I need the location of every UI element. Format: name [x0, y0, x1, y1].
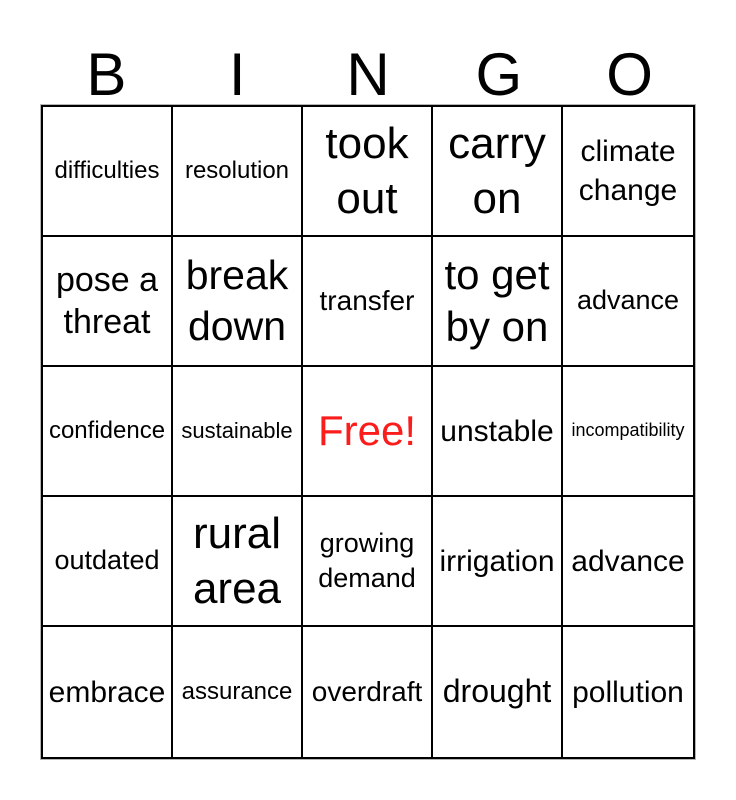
title-letter-b: B [86, 41, 127, 108]
cell-sustainable[interactable]: sustainable [173, 367, 303, 497]
cell-break-down[interactable]: break down [173, 237, 303, 367]
title-letter-i: I [228, 41, 246, 108]
title-letter-o: O [606, 41, 653, 108]
cell-advance-2[interactable]: advance [563, 497, 693, 627]
cell-drought[interactable]: drought [433, 627, 563, 757]
cell-climate-change[interactable]: climate change [563, 107, 693, 237]
cell-outdated[interactable]: outdated [43, 497, 173, 627]
cell-free[interactable]: Free! [303, 367, 433, 497]
cell-assurance[interactable]: assurance [173, 627, 303, 757]
cell-rural-area[interactable]: rural area [173, 497, 303, 627]
cell-difficulties[interactable]: difficulties [43, 107, 173, 237]
bingo-grid: difficulties resolution took out carry o… [41, 105, 695, 759]
cell-carry-on[interactable]: carry on [433, 107, 563, 237]
cell-confidence[interactable]: confidence [43, 367, 173, 497]
bingo-card: B I N G O difficulties resolution took o… [41, 0, 695, 759]
cell-embrace[interactable]: embrace [43, 627, 173, 757]
cell-pose-a-threat[interactable]: pose a threat [43, 237, 173, 367]
cell-to-get-by-on[interactable]: to get by on [433, 237, 563, 367]
cell-transfer[interactable]: transfer [303, 237, 433, 367]
cell-unstable[interactable]: unstable [433, 367, 563, 497]
bingo-title: B I N G O [41, 0, 695, 105]
cell-irrigation[interactable]: irrigation [433, 497, 563, 627]
title-letter-n: N [346, 41, 390, 108]
cell-incompatibility[interactable]: incompatibility [563, 367, 693, 497]
title-letter-g: G [475, 41, 523, 108]
cell-took-out[interactable]: took out [303, 107, 433, 237]
cell-overdraft[interactable]: overdraft [303, 627, 433, 757]
cell-pollution[interactable]: pollution [563, 627, 693, 757]
cell-growing-demand[interactable]: growing demand [303, 497, 433, 627]
cell-advance-1[interactable]: advance [563, 237, 693, 367]
cell-resolution[interactable]: resolution [173, 107, 303, 237]
